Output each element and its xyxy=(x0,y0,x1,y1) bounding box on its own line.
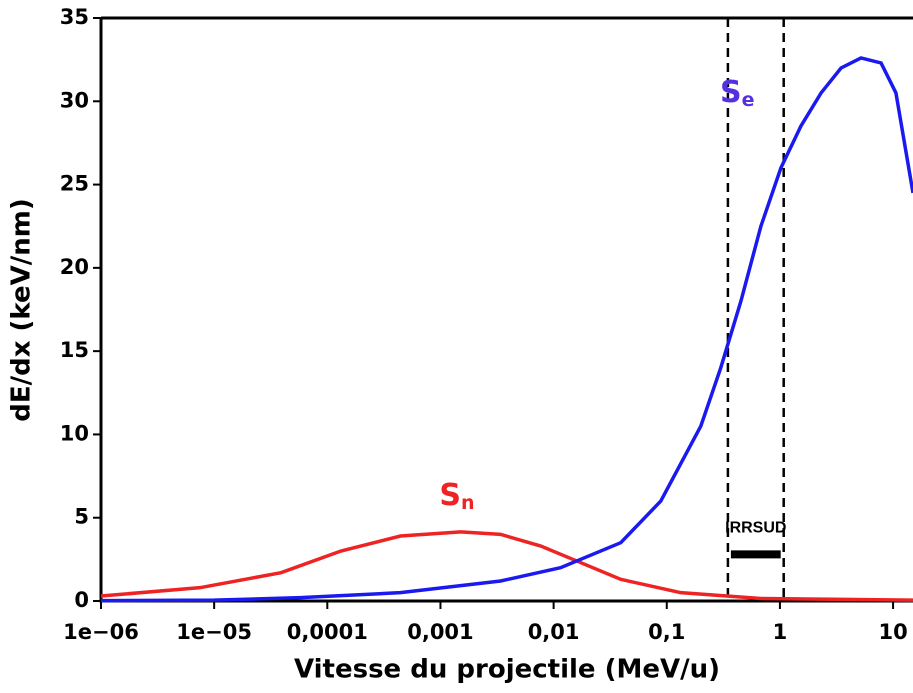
axes-frame xyxy=(99,16,913,603)
series-line xyxy=(100,56,913,603)
region-label: IRRSUD xyxy=(725,520,786,537)
curve-label: Sn xyxy=(439,478,474,514)
x-tick-label: 10 xyxy=(878,620,907,644)
x-tick-label: 0,1 xyxy=(648,620,685,644)
x-tick-label: 1e−05 xyxy=(176,620,252,644)
curve-label-sub: n xyxy=(461,492,475,514)
x-tick-label: 1e−06 xyxy=(63,620,139,644)
curve-label: Se xyxy=(720,74,755,110)
x-tick-label: 0,01 xyxy=(528,620,580,644)
y-tick-label: 30 xyxy=(60,88,89,112)
curve-label-main: S xyxy=(439,478,461,513)
x-tick-label: 0,001 xyxy=(407,620,473,644)
y-tick-label: 20 xyxy=(60,255,89,279)
series-line xyxy=(100,530,913,602)
x-axis-label: Vitesse du projectile (MeV/u) xyxy=(294,655,720,685)
x-tick-label: 0,0001 xyxy=(287,620,368,644)
y-tick-label: 5 xyxy=(74,505,89,529)
x-tick-label: 1 xyxy=(773,620,788,644)
y-tick-label: 25 xyxy=(60,172,89,196)
curve-label-sub: e xyxy=(742,88,755,110)
y-axis-label: dE/dx (keV/nm) xyxy=(7,198,37,422)
y-tick-label: 35 xyxy=(60,5,89,29)
y-tick-label: 0 xyxy=(74,588,89,612)
y-tick-label: 15 xyxy=(60,338,89,362)
curve-label-main: S xyxy=(720,74,742,109)
y-tick-label: 10 xyxy=(60,421,89,445)
